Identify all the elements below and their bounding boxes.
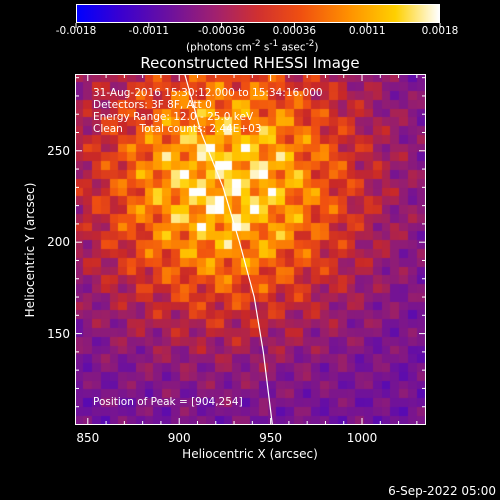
colorbar-tick-label: 0.0018 [421,25,459,37]
x-tick-label: 950 [259,431,283,445]
x-axis-label: Heliocentric X (arcsec) [182,447,318,461]
annotation-detectors: Detectors: 3F 8F, Att 0 [93,99,212,111]
colorbar-units: (photons cm-2 s-1 asec-2) [186,39,319,54]
colorbar-tick-label: -0.00036 [197,25,246,37]
annotation-time: 31-Aug-2016 15:30:12.000 to 15:34:16.000 [93,87,323,99]
y-tick-label: 200 [47,235,70,250]
y-tick-label: 250 [47,143,70,158]
x-tick-label: 1000 [346,431,378,445]
colorbar-tick-label: 0.0011 [348,25,386,37]
colorbar-tick-label: 0.00036 [272,25,317,37]
colorbar [76,4,440,23]
x-tick-label: 900 [167,431,191,445]
colorbar-ticks [75,23,441,28]
peak-position-label: Position of Peak = [904,254] [93,396,243,408]
annotation-counts: Clean Total counts: 2.44E+03 [93,123,262,135]
y-tick-label: 150 [47,326,70,341]
annotation-energy: Energy Range: 12.0 - 25.0 keV [93,111,254,123]
plot-overlay [184,74,273,425]
rhessi-image: 31-Aug-2016 15:30:12.000 to 15:34:16.000… [75,74,426,425]
heatmap-canvas [75,74,426,425]
x-tick-label: 850 [76,431,100,445]
y-axis-label: Heliocentric Y (arcsec) [23,182,37,318]
timestamp: 6-Sep-2022 05:00 [388,484,496,498]
colorbar-tick-label: -0.0011 [128,25,170,37]
colorbar-tick-label: -0.0018 [55,25,97,37]
solar-limb-curve [184,74,273,425]
chart-title: Reconstructed RHESSI Image [140,54,360,72]
